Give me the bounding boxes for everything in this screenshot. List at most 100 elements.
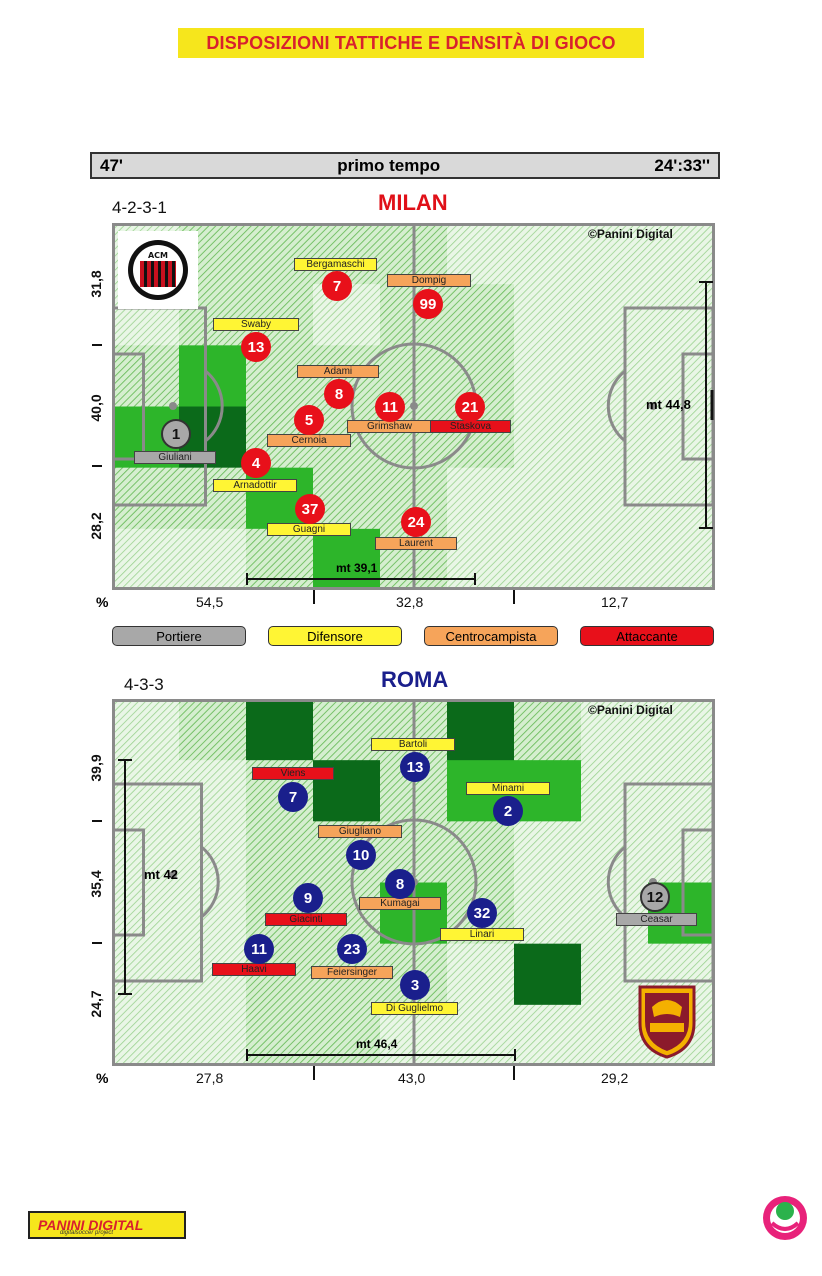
density-cell: [581, 760, 649, 822]
milan-team-name: MILAN: [378, 190, 448, 215]
density-cell: [179, 882, 247, 945]
milan-pitch: ACM ©Panini Digital mt 44,8 Giuliani 1 Ber…: [112, 223, 715, 590]
milan-copyright: ©Panini Digital: [588, 227, 673, 241]
density-cell: [112, 345, 180, 407]
milan-zone-value-3: 12,7: [601, 594, 629, 610]
milan-player-name-tag: Cernoia: [267, 434, 351, 447]
density-cell: [581, 699, 649, 761]
roma-player-number: 3: [400, 970, 430, 1000]
density-cell: [514, 943, 582, 1006]
density-cell: [447, 284, 515, 346]
milan-width-label: mt 39,1: [336, 561, 378, 575]
roma-player-name-tag: Bartoli: [371, 738, 455, 751]
svg-text:ACM: ACM: [148, 251, 168, 260]
roma-player-number: 32: [467, 898, 497, 928]
density-cell: [246, 223, 314, 285]
density-cell: [581, 821, 649, 883]
density-cell: [447, 943, 515, 1006]
match-minute: 47': [100, 155, 123, 175]
milan-player-number: 5: [294, 405, 324, 435]
match-period: primo tempo: [337, 155, 441, 175]
roma-player-name-tag: Minami: [466, 782, 550, 795]
roma-player-number: 13: [400, 752, 430, 782]
partner-logo-icon: [760, 1193, 810, 1243]
density-cell: [313, 467, 381, 530]
roma-pitch: ©Panini Digital mt 42 Bartoli 13 Viens 7 Min…: [112, 699, 715, 1066]
roma-pct-label: %: [96, 1070, 109, 1086]
roma-player-name-tag: Giugliano: [318, 825, 402, 838]
density-cell: [179, 528, 247, 590]
density-cell: [112, 1004, 180, 1066]
milan-player-number: 8: [324, 379, 354, 409]
density-cell: [648, 467, 715, 530]
density-cell: [447, 699, 515, 761]
density-cell: [648, 223, 715, 285]
milan-side-tick: [92, 344, 102, 346]
legend-defender: Difensore: [268, 626, 402, 646]
density-cell: [112, 467, 180, 530]
milan-depth-label: mt 44,8: [646, 397, 691, 412]
milan-player-number: 37: [295, 494, 325, 524]
density-cell: [514, 284, 582, 346]
milan-player-name-tag: Bergamaschi: [294, 258, 377, 271]
milan-player-name-tag: Giuliani: [134, 451, 216, 464]
density-cell: [581, 223, 649, 285]
density-cell: [447, 821, 515, 883]
milan-pct-label: %: [96, 594, 109, 610]
milan-pitch-svg: [112, 223, 715, 590]
panini-digital-logo: PANINI DIGITAL: [28, 1211, 186, 1239]
roma-player-number: 10: [346, 840, 376, 870]
milan-width-bracket: [246, 573, 476, 585]
roma-player-number: 7: [278, 782, 308, 812]
milan-player-number: 1: [161, 419, 191, 449]
roma-team-name: ROMA: [381, 667, 449, 692]
legend-midfielder: Centrocampista: [424, 626, 558, 646]
density-cell: [112, 528, 180, 590]
page-title: DISPOSIZIONI TATTICHE E DENSITÀ DI GIOCO: [178, 28, 644, 58]
density-cell: [179, 821, 247, 883]
legend-attacker: Attaccante: [580, 626, 714, 646]
milan-side-tick: [92, 465, 102, 467]
density-cell: [514, 345, 582, 407]
milan-player-number: 21: [455, 392, 485, 422]
milan-player-number: 24: [401, 507, 431, 537]
density-cell: [514, 528, 582, 590]
milan-player-name-tag: Dompig: [387, 274, 471, 287]
density-cell: [514, 699, 582, 761]
roma-player-name-tag: Ceasar: [616, 913, 697, 926]
roma-width-bracket: [246, 1049, 516, 1061]
density-cell: [514, 1004, 582, 1066]
density-cell: [112, 699, 180, 761]
milan-side-value-top: 31,8: [88, 270, 104, 298]
density-cell: [179, 467, 247, 530]
legend-goalkeeper: Portiere: [112, 626, 246, 646]
density-cell: [112, 821, 180, 883]
roma-zone-value-2: 43,0: [398, 1070, 426, 1086]
density-cell: [581, 406, 649, 469]
density-cell: [514, 223, 582, 285]
density-cell: [581, 284, 649, 346]
milan-logo: ACM: [118, 231, 198, 309]
milan-depth-bracket: [699, 281, 714, 529]
density-cell: [514, 821, 582, 883]
roma-depth-bracket: [118, 759, 132, 995]
roma-player-number: 2: [493, 796, 523, 826]
roma-side-value-top: 39,9: [88, 754, 104, 782]
density-cell: [246, 821, 314, 883]
density-cell: [514, 406, 582, 469]
milan-player-name-tag: Laurent: [375, 537, 457, 550]
roma-zone-divider: [313, 1066, 315, 1080]
density-cell: [179, 699, 247, 761]
density-cell: [514, 882, 582, 945]
density-cell: [648, 528, 715, 590]
milan-player-name-tag: Swaby: [213, 318, 299, 331]
roma-player-number: 9: [293, 883, 323, 913]
roma-depth-label: mt 42: [144, 867, 178, 882]
match-clock: 24':33'': [654, 155, 710, 175]
density-cell: [313, 699, 381, 761]
density-cell: [581, 467, 649, 530]
density-cell: [112, 943, 180, 1006]
milan-side-value-bottom: 28,2: [88, 512, 104, 540]
density-cell: [112, 760, 180, 822]
density-cell: [581, 345, 649, 407]
